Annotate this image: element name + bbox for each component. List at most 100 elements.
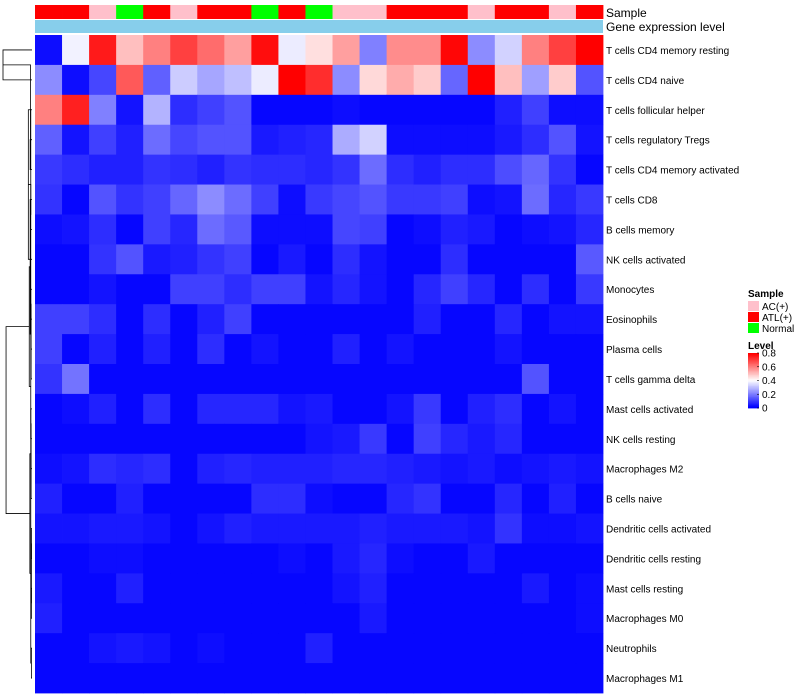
heatmap-cell-r19-c3 — [89, 573, 117, 604]
heatmap-cell-r17-c19 — [521, 513, 550, 544]
heatmap-cell-r10-c5 — [143, 304, 171, 335]
heatmap-cell-r7-c4 — [116, 214, 144, 245]
heatmap-cell-r6-c6 — [170, 184, 198, 215]
heatmap-cell-r6-c15 — [413, 184, 442, 215]
heatmap-cell-r11-c4 — [116, 334, 144, 365]
sample-annotation-12 — [332, 5, 360, 19]
heatmap-cell-r7-c21 — [575, 214, 604, 245]
heatmap-cell-r18-c8 — [224, 543, 252, 574]
heatmap-cell-r15-c5 — [143, 453, 171, 485]
heatmap-cell-r15-c2 — [62, 453, 90, 485]
heatmap-cell-r13-c20 — [548, 393, 577, 425]
heatmap-cell-r3-c15 — [413, 94, 442, 126]
heatmap-cell-r9-c1 — [35, 274, 63, 305]
sample-annotation-18 — [494, 5, 523, 19]
sample-annotation-5 — [143, 5, 171, 19]
heatmap-cell-r13-c15 — [413, 393, 442, 425]
heatmap-cell-r5-c17 — [467, 154, 496, 185]
dendrogram-branch-21 — [5, 326, 30, 514]
heatmap-cell-r11-c21 — [575, 334, 604, 365]
heatmap-cell-r2-c17 — [467, 64, 496, 96]
heatmap-cell-r22-c8 — [224, 663, 252, 694]
heatmap-cell-r15-c6 — [170, 453, 198, 485]
heatmap-cell-r5-c10 — [278, 154, 306, 185]
heatmap-cell-r22-c5 — [143, 663, 171, 694]
heatmap-cell-r2-c9 — [251, 64, 279, 96]
heatmap-cell-r18-c12 — [332, 543, 360, 574]
heatmap-cell-r14-c5 — [143, 423, 171, 455]
heatmap-cell-r6-c10 — [278, 184, 306, 215]
heatmap-cell-r4-c10 — [278, 124, 306, 156]
heatmap-cell-r13-c18 — [494, 393, 523, 425]
sample-annotation-4 — [116, 5, 144, 19]
row-label-1: T cells CD4 memory resting — [606, 46, 729, 57]
legend-tick-label-0.2: 0.2 — [762, 390, 776, 401]
legend-gradient-step — [748, 369, 759, 372]
heatmap-cell-r12-c7 — [197, 364, 225, 395]
heatmap-cell-r4-c14 — [386, 124, 415, 156]
heatmap-cell-r13-c13 — [359, 393, 388, 425]
heatmap-cell-r15-c12 — [332, 453, 360, 485]
heatmap-cell-r20-c20 — [548, 603, 577, 634]
heatmap-cell-r1-c13 — [359, 35, 388, 66]
heatmap-cell-r2-c18 — [494, 64, 523, 96]
heatmap-cell-r21-c10 — [278, 633, 306, 664]
heatmap-cell-r15-c20 — [548, 453, 577, 485]
heatmap-cell-r6-c21 — [575, 184, 604, 215]
heatmap-cell-r6-c2 — [62, 184, 90, 215]
heatmap-cell-r16-c18 — [494, 483, 523, 514]
row-label-8: NK cells activated — [606, 255, 685, 266]
heatmap-cell-r4-c18 — [494, 124, 523, 156]
heatmap-cell-r7-c12 — [332, 214, 360, 245]
heatmap-cell-r5-c20 — [548, 154, 577, 185]
heatmap-cell-r2-c15 — [413, 64, 442, 96]
heatmap-cell-r22-c7 — [197, 663, 225, 694]
heatmap-cell-r17-c2 — [62, 513, 90, 544]
heatmap-cell-r16-c2 — [62, 483, 90, 514]
heatmap-cell-r14-c17 — [467, 423, 496, 455]
sample-annotation-20 — [548, 5, 577, 19]
heatmap-cell-r6-c3 — [89, 184, 117, 215]
sample-annotation-7 — [197, 5, 225, 19]
sample-annotation-15 — [413, 5, 442, 19]
heatmap-cell-r16-c10 — [278, 483, 306, 514]
heatmap-cell-r11-c10 — [278, 334, 306, 365]
sample-annotation-11 — [305, 5, 333, 19]
heatmap-cell-r15-c11 — [305, 453, 333, 485]
heatmap-cell-r2-c2 — [62, 64, 90, 96]
heatmap-cell-r4-c8 — [224, 124, 252, 156]
sample-annotation-14 — [386, 5, 415, 19]
heatmap-cell-r4-c17 — [467, 124, 496, 156]
heatmap-cell-r18-c9 — [251, 543, 279, 574]
heatmap-cell-r17-c7 — [197, 513, 225, 544]
row-label-7: B cells memory — [606, 225, 674, 236]
heatmap-cell-r10-c1 — [35, 304, 63, 335]
legend-gradient-step — [748, 355, 759, 358]
legend-gradient-step — [748, 399, 759, 402]
heatmap-cell-r5-c13 — [359, 154, 388, 185]
heatmap-cell-r13-c12 — [332, 393, 360, 425]
heatmap-cell-r9-c8 — [224, 274, 252, 305]
heatmap-cell-r19-c18 — [494, 573, 523, 604]
heatmap-cell-r14-c1 — [35, 423, 63, 455]
heatmap-cell-r18-c19 — [521, 543, 550, 574]
heatmap-cell-r7-c18 — [494, 214, 523, 245]
legend-swatch-ac — [748, 301, 759, 311]
heatmap-cell-r21-c11 — [305, 633, 333, 664]
heatmap-cell-r18-c4 — [116, 543, 144, 574]
legend-gradient-step — [748, 387, 759, 390]
heatmap-cell-r3-c19 — [521, 94, 550, 126]
legend-gradient-step — [748, 361, 759, 364]
heatmap-cell-r22-c4 — [116, 663, 144, 694]
heatmap-cell-r15-c3 — [89, 453, 117, 485]
heatmap-cell-r17-c6 — [170, 513, 198, 544]
heatmap-cell-r6-c19 — [521, 184, 550, 215]
legend-gradient-step — [748, 405, 759, 408]
heatmap-cell-r18-c5 — [143, 543, 171, 574]
heatmap-cell-r3-c8 — [224, 94, 252, 126]
heatmap-cell-r16-c8 — [224, 483, 252, 514]
heatmap-cell-r14-c14 — [386, 423, 415, 455]
heatmap-cell-r14-c21 — [575, 423, 604, 455]
heatmap-cell-r13-c9 — [251, 393, 279, 425]
heatmap-cell-r21-c12 — [332, 633, 360, 664]
